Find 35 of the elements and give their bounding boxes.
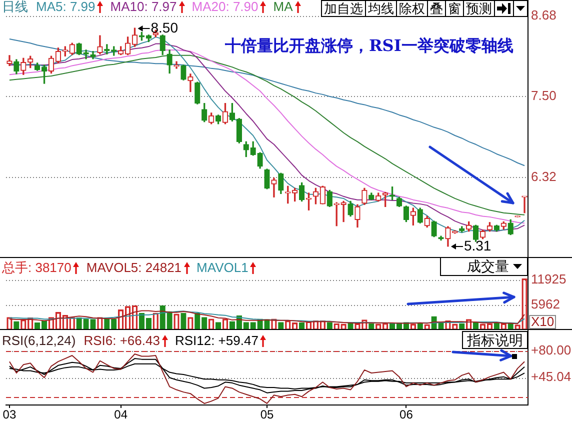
x-tick-label: 03 [2, 408, 16, 421]
button: 预测 [464, 0, 495, 17]
button: 指标说明 [462, 331, 528, 349]
text: MAVOL1 [196, 260, 248, 275]
x-tick-label: 05 [260, 408, 274, 421]
y-tick-label: 5962 [531, 296, 560, 312]
button: 均线 [366, 0, 397, 17]
y-axis-title: X10 [529, 314, 556, 329]
chart-title: RSI(6,12,24) [2, 333, 76, 348]
text: MA20: 7.90 [192, 0, 258, 14]
y-tick-label: +80.00 [531, 342, 572, 358]
text: 总手: 38170 [2, 260, 72, 275]
text: MAVOL5: 24821 [86, 260, 182, 275]
annotation: 十倍量比开盘涨停，RSI一举突破零轴线 [225, 36, 514, 56]
text: MA5: 7.99 [36, 0, 96, 14]
y-tick-label: 7.50 [531, 88, 556, 104]
y-tick-label: +45.04 [531, 369, 572, 384]
series-label: RSI12: +59.47 [174, 333, 258, 348]
chart-title: 日线 [2, 0, 28, 14]
y-tick-label: 8.68 [531, 7, 556, 22]
button: 窗 [446, 0, 464, 17]
button: 叠 [428, 0, 446, 17]
text: MA10: 7.97 [110, 0, 177, 14]
x-tick-label: 06 [400, 408, 414, 421]
annotation: 8.50 [150, 19, 178, 36]
x-tick-label: 04 [114, 408, 128, 421]
y-tick-label: 6.32 [531, 168, 556, 184]
button: 除权 [397, 0, 428, 17]
button: 加自选 [321, 0, 366, 17]
series-label: RSI6: +66.43 [84, 333, 160, 348]
dropdown: 成交量 [440, 258, 528, 276]
text: MA [273, 0, 293, 14]
annotation: 成交量 [467, 258, 509, 276]
annotation: 5.31 [464, 237, 492, 254]
y-tick-label: 11925 [531, 272, 566, 287]
